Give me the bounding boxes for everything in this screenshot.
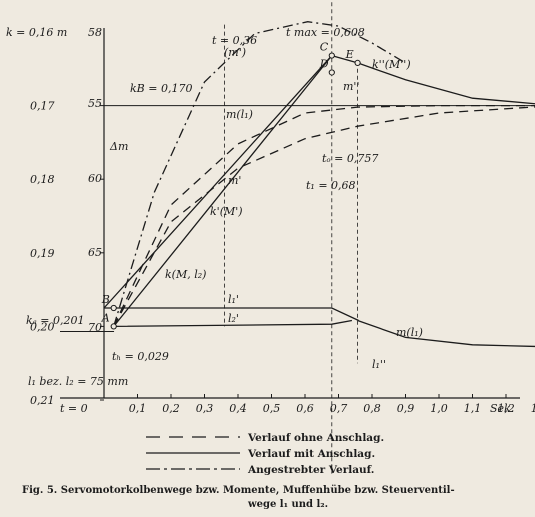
series-label-kprime: k'(M') (210, 205, 243, 218)
y-right-tick-label: 55 (88, 97, 102, 110)
annotation-te: tₒ = 0,757 (322, 152, 378, 165)
caption-line-2: wege l₁ und l₂. (247, 499, 328, 510)
series-line-3 (104, 307, 359, 322)
annotation-m-prime: m' (228, 174, 241, 187)
point-label-A: A (101, 311, 110, 324)
point-label-E: E (345, 48, 354, 61)
series-labels: k'(M') k(M, l₂) k''(M'') l₁' l₂' l₁'' m(… (165, 58, 423, 371)
y-tick-label: 0,20 (30, 320, 55, 333)
annotation-ka: kₐ = 0,201 (26, 314, 85, 327)
x-tick-label: 0,9 (397, 402, 415, 415)
annotation-m-l1: m(l₁) (226, 108, 253, 121)
annotations: t = 0,36 t max = 0,608 kΒ = 0,170 kₐ = 0… (26, 26, 378, 363)
legend-label-solid: Verlauf mit Anschlag. (247, 448, 375, 460)
y-right-tick-label: 58 (88, 26, 102, 39)
x-tick-label: 0,7 (330, 402, 348, 415)
point-label-C: C (320, 41, 329, 54)
y-right-tick-label: 65 (88, 246, 102, 259)
x-tick-label: 1,3 (531, 402, 535, 415)
series-line-0 (113, 55, 333, 327)
series-group (103, 0, 535, 474)
annotation-mprime-paren: (m') (224, 46, 246, 59)
annotation-kb: kΒ = 0,170 (130, 82, 192, 95)
series-line-6 (113, 106, 535, 327)
x-tick-label: 1,0 (430, 402, 448, 415)
series-label-l1prime: l₁' (228, 293, 239, 306)
point-B (110, 304, 117, 312)
points-group: ABCDEF (101, 41, 361, 330)
annotation-k: t = 0,36 (212, 34, 257, 47)
x-origin-label: t = 0 (60, 402, 88, 415)
x-tick-label: 1,2 (497, 402, 515, 415)
annotation-t1: t₁ = 0,68 (306, 179, 356, 192)
caption: Fig. 5. Servomotorkolbenwege bzw. Moment… (22, 485, 455, 510)
legend-label-dashed: Verlauf ohne Anschlag. (247, 432, 384, 444)
y-tick-label: 0,18 (30, 173, 55, 186)
y-tick-label: 0,19 (30, 247, 55, 260)
series-label-l1double: l₁'' (372, 358, 386, 371)
annotation-tmax: t max = 0,608 (286, 26, 365, 39)
series-line-2 (331, 54, 535, 105)
annotation-m-double: m'' (343, 80, 359, 93)
annotation-th: tₕ = 0,029 (112, 350, 169, 363)
series-label-k: k(M, l₂) (165, 268, 206, 281)
x-tick-label: 0,4 (229, 402, 247, 415)
legend-label-dashdot: Angestrebter Verlauf. (247, 464, 374, 476)
x-tick-label: 0,3 (196, 402, 214, 415)
point-label-D: D (319, 57, 329, 70)
x-tick-label: 1,1 (464, 402, 482, 415)
annotation-delta-m: Δm (109, 140, 128, 153)
bottom-left-note: l₁ bez. l₂ = 75 mm (28, 375, 128, 388)
x-tick-label: 0,6 (296, 402, 314, 415)
x-ticks: 0,1 0,2 0,3 0,4 0,5 0,6 0,7 0,8 0,9 1,0 1,1 1,2 1,3 (103, 394, 535, 415)
series-line-7 (113, 104, 535, 327)
point-label-B: B (101, 293, 110, 306)
series-label-l2double: m(l₁) (396, 326, 423, 339)
x-tick-label: 0,8 (363, 402, 381, 415)
series-label-kdouble: k''(M'') (372, 58, 411, 71)
x-tick-label: 0,1 (129, 402, 147, 415)
y-ticks: 0,17 0,18 0,19 0,20 0,21 58 55 60 65 70 (30, 26, 535, 407)
point-D (328, 69, 335, 76)
y-axis-title: k = 0,16 m (6, 26, 67, 39)
y-right-tick-label: 60 (88, 172, 102, 185)
plot-frame (60, 28, 520, 399)
series-label-l2prime: l₂' (228, 312, 239, 325)
x-tick-label: 0,2 (162, 402, 180, 415)
legend: Verlauf ohne Anschlag. Verlauf mit Ansch… (146, 432, 384, 476)
point-C (328, 52, 335, 59)
y-tick-label: 0,17 (30, 100, 55, 113)
point-A (110, 323, 117, 330)
x-tick-label: 0,5 (263, 402, 281, 415)
y-right-tick-label: 70 (88, 321, 102, 334)
y-tick-label: 0,21 (30, 394, 55, 407)
caption-line-1: Fig. 5. Servomotorkolbenwege bzw. Moment… (22, 485, 455, 496)
series-line-8 (113, 21, 406, 327)
point-E (354, 59, 361, 67)
x-unit-label: Sek. (490, 402, 514, 415)
series-line-5 (357, 319, 535, 348)
